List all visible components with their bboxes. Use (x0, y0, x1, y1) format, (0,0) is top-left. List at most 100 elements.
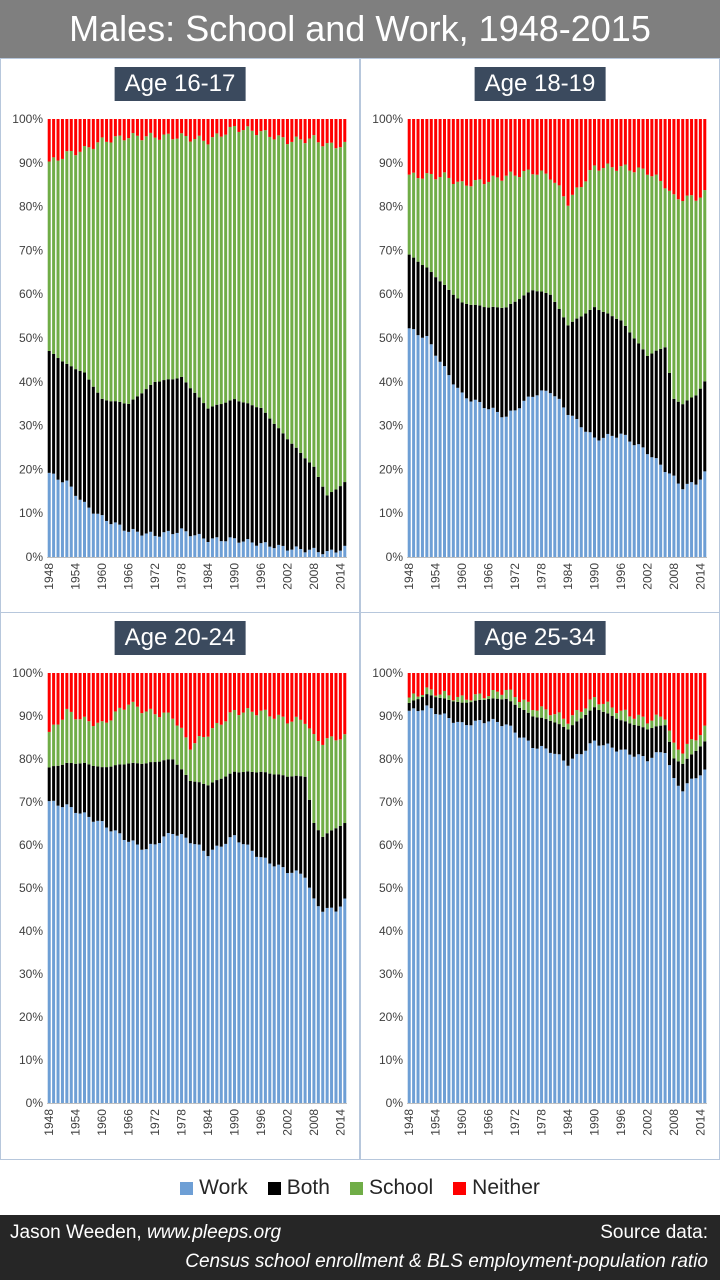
bar-both (650, 353, 654, 458)
bar-work (672, 778, 676, 1103)
bar-school (632, 718, 636, 726)
bar-work (685, 483, 689, 557)
y-tick-label: 0% (26, 550, 44, 564)
bar-work (149, 843, 153, 1103)
bar-school (482, 698, 486, 700)
bar-both (526, 712, 530, 741)
bar-school (566, 723, 570, 730)
bar-school (544, 173, 548, 293)
bar-school (224, 134, 228, 403)
bar-school (681, 201, 685, 405)
bar-neither (637, 119, 641, 168)
bar-work (202, 538, 206, 557)
bar-school (219, 136, 223, 405)
panel-age-25-34: 0% 10% 20% 30% 40% 50% 60% 70% 80% 90% 100% 1948 195… (360, 612, 720, 1160)
bar-both (233, 399, 236, 539)
bar-neither (456, 119, 460, 182)
bar-both (628, 723, 632, 755)
bar-neither (316, 673, 320, 742)
y-tick-label: 80% (19, 752, 43, 766)
bar-school (663, 719, 667, 726)
bar-school (69, 150, 73, 367)
bar-neither (113, 119, 117, 137)
footer-site-link[interactable]: www.pleeps.org (146, 1222, 282, 1243)
bar-work (645, 454, 649, 557)
bar-work (96, 820, 100, 1103)
bar-both (47, 767, 51, 802)
bar-work (343, 545, 347, 557)
bar-work (500, 417, 504, 557)
bar-work (473, 399, 477, 557)
bar-school (338, 147, 342, 487)
bar-both (659, 725, 663, 753)
bar-both (579, 718, 583, 755)
x-tick-label: 2008 (667, 563, 681, 590)
bar-both (610, 716, 614, 748)
bar-school (685, 195, 689, 401)
y-tick-label: 30% (19, 967, 43, 981)
bar-work (69, 486, 73, 557)
bar-work (343, 898, 347, 1103)
bar-neither (579, 673, 583, 712)
x-tick-label: 1978 (175, 1109, 189, 1136)
bar-work (233, 835, 236, 1103)
bar-work (557, 398, 561, 557)
bar-both (131, 762, 135, 841)
bar-both (575, 721, 579, 754)
bar-school (233, 126, 236, 400)
bar-school (241, 712, 245, 773)
bar-school (210, 137, 214, 407)
bar-both (180, 769, 184, 835)
bar-school (513, 175, 517, 302)
y-tick-label: 50% (19, 881, 43, 895)
bar-neither (100, 119, 104, 138)
bar-both (113, 765, 117, 831)
x-tick-label: 2008 (667, 1109, 681, 1136)
bar-school (74, 155, 78, 370)
bar-neither (703, 673, 707, 726)
bar-neither (438, 673, 442, 695)
bar-both (78, 763, 82, 814)
bar-school (570, 194, 574, 322)
bar-both (105, 400, 109, 521)
bar-work (113, 830, 117, 1103)
bar-work (219, 846, 223, 1103)
bar-work (87, 816, 91, 1103)
bar-work (290, 872, 294, 1103)
bar-both (456, 701, 460, 722)
bar-neither (166, 119, 170, 134)
bar-school (465, 185, 469, 304)
bar-work (438, 361, 442, 557)
bar-both (495, 698, 499, 722)
bar-work (500, 726, 504, 1103)
bar-neither (456, 673, 460, 697)
y-tick-label: 40% (19, 924, 43, 938)
bar-neither (325, 673, 329, 739)
bar-both (343, 482, 347, 546)
bar-work (144, 849, 148, 1103)
bar-neither (153, 119, 157, 138)
bar-neither (303, 119, 307, 144)
x-tick-label: 1948 (42, 563, 56, 590)
bar-work (447, 718, 451, 1103)
bar-work (659, 464, 663, 557)
bar-both (473, 700, 477, 721)
bar-neither (140, 119, 144, 141)
bar-neither (628, 673, 632, 717)
bar-work (175, 532, 179, 557)
bar-work (628, 754, 632, 1103)
bar-work (659, 752, 663, 1103)
bar-neither (553, 673, 557, 715)
bar-work (228, 537, 232, 557)
bar-both (334, 828, 338, 912)
bar-both (491, 698, 495, 719)
bar-work (299, 549, 303, 557)
bar-both (158, 761, 161, 844)
bar-both (478, 699, 482, 721)
bar-school (584, 181, 588, 314)
bar-both (171, 379, 175, 535)
x-tick-label: 1966 (122, 563, 136, 590)
bar-school (610, 167, 614, 317)
bar-work (316, 552, 320, 557)
bar-school (308, 138, 311, 463)
